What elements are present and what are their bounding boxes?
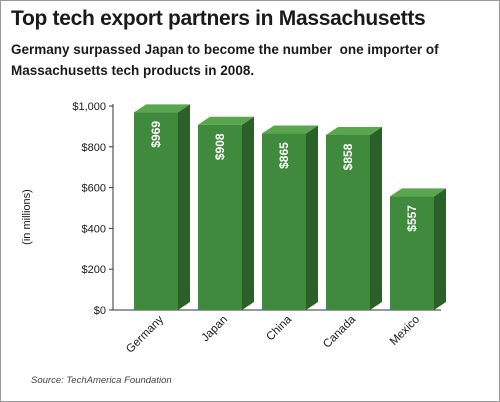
bar-top-china	[262, 125, 318, 134]
y-tick-label: $1,000	[72, 101, 106, 113]
y-tick-label: $200	[82, 264, 106, 276]
bar-top-mexico	[390, 188, 446, 197]
bar-value-label: $969	[149, 121, 163, 148]
bar-china	[262, 133, 306, 310]
bar-germany	[134, 112, 178, 310]
bar-top-canada	[326, 126, 382, 135]
y-tick-label: $0	[94, 305, 106, 317]
bar-value-label: $858	[341, 143, 355, 170]
bar-top-japan	[198, 116, 254, 125]
bar-side-japan	[242, 116, 254, 310]
bar-side-germany	[178, 104, 190, 310]
y-tick-label: $800	[82, 142, 106, 154]
bar-mexico	[390, 196, 434, 310]
chart-title: Top tech export partners in Massachusett…	[11, 7, 426, 30]
bar-japan	[198, 124, 242, 310]
x-category-label: China	[264, 313, 294, 343]
chart-subtitle: Germany surpassed Japan to become the nu…	[11, 42, 439, 78]
bar-value-label: $865	[277, 142, 291, 169]
bar-value-label: $557	[405, 205, 419, 232]
bar-value-label: $908	[213, 133, 227, 160]
x-category-label: Mexico	[388, 314, 422, 348]
x-category-label: Canada	[321, 313, 358, 350]
y-tick-label: $400	[82, 223, 106, 235]
bar-canada	[326, 134, 370, 310]
y-tick-label: $600	[82, 183, 106, 195]
x-category-label: Japan	[199, 314, 230, 345]
x-category-label: Germany	[124, 313, 166, 355]
source-note: Source: TechAmerica Foundation	[31, 375, 172, 386]
bar-side-canada	[370, 126, 382, 310]
bar-side-china	[306, 125, 318, 310]
bar-side-mexico	[434, 188, 446, 310]
bar-top-germany	[134, 104, 190, 113]
